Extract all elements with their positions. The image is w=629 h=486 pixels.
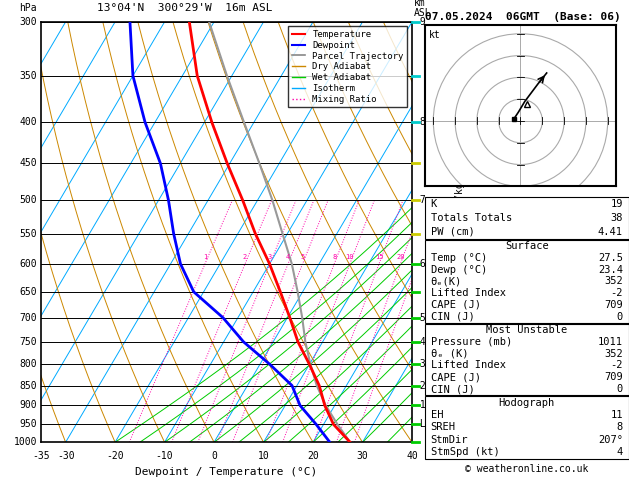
Text: 19: 19 [610, 199, 623, 209]
Text: SREH: SREH [431, 422, 455, 433]
Text: 4.41: 4.41 [598, 227, 623, 237]
Text: 4: 4 [286, 254, 290, 260]
Text: -30: -30 [57, 451, 74, 461]
Text: CIN (J): CIN (J) [431, 384, 474, 394]
Text: 8: 8 [616, 422, 623, 433]
Text: 15: 15 [375, 254, 383, 260]
Text: -6: -6 [414, 259, 426, 269]
Text: 10: 10 [345, 254, 354, 260]
Text: Pressure (mb): Pressure (mb) [431, 337, 512, 347]
Text: K: K [431, 199, 437, 209]
Text: Hodograph: Hodograph [499, 398, 555, 408]
Text: 2: 2 [243, 254, 247, 260]
Text: StmDir: StmDir [431, 435, 468, 445]
Text: 5: 5 [301, 254, 304, 260]
Text: 40: 40 [406, 451, 418, 461]
Text: 709: 709 [604, 372, 623, 382]
Text: Surface: Surface [505, 241, 548, 251]
Text: 450: 450 [19, 158, 37, 169]
Text: hPa: hPa [19, 3, 37, 14]
Text: -8: -8 [414, 117, 426, 127]
Text: 400: 400 [19, 117, 37, 127]
Text: 27.5: 27.5 [598, 253, 623, 263]
Text: 07.05.2024  06GMT  (Base: 06): 07.05.2024 06GMT (Base: 06) [425, 12, 620, 22]
Text: 750: 750 [19, 337, 37, 347]
Text: 550: 550 [19, 228, 37, 239]
Text: StmSpd (kt): StmSpd (kt) [431, 447, 499, 457]
Text: 700: 700 [19, 312, 37, 323]
Text: 8: 8 [332, 254, 337, 260]
Text: 500: 500 [19, 195, 37, 205]
Text: 1: 1 [203, 254, 207, 260]
Text: -5: -5 [414, 312, 426, 323]
Text: 23.4: 23.4 [598, 265, 623, 275]
Text: -2: -2 [610, 361, 623, 370]
Text: 800: 800 [19, 359, 37, 369]
Text: -1: -1 [414, 400, 426, 411]
Text: 300: 300 [19, 17, 37, 27]
Text: Mixing Ratio (g/kg): Mixing Ratio (g/kg) [455, 176, 465, 288]
Text: 1011: 1011 [598, 337, 623, 347]
Text: Lifted Index: Lifted Index [431, 288, 506, 298]
Text: 207°: 207° [598, 435, 623, 445]
Legend: Temperature, Dewpoint, Parcel Trajectory, Dry Adiabat, Wet Adiabat, Isotherm, Mi: Temperature, Dewpoint, Parcel Trajectory… [288, 26, 408, 107]
Text: -9: -9 [414, 17, 426, 27]
Text: 20: 20 [396, 254, 404, 260]
Bar [425, 324, 629, 395]
Text: 0: 0 [616, 312, 623, 322]
Text: 0: 0 [211, 451, 217, 461]
Text: Most Unstable: Most Unstable [486, 325, 567, 335]
Text: PW (cm): PW (cm) [431, 227, 474, 237]
Text: CAPE (J): CAPE (J) [431, 300, 481, 310]
Text: -2: -2 [610, 288, 623, 298]
Text: -LCL: -LCL [414, 419, 437, 429]
Text: CIN (J): CIN (J) [431, 312, 474, 322]
Text: 950: 950 [19, 419, 37, 429]
Text: © weatheronline.co.uk: © weatheronline.co.uk [465, 464, 589, 474]
Text: 20: 20 [307, 451, 319, 461]
Text: -35: -35 [32, 451, 50, 461]
Text: -7: -7 [414, 195, 426, 205]
Text: -3: -3 [414, 359, 426, 369]
Text: 709: 709 [604, 300, 623, 310]
Text: 600: 600 [19, 259, 37, 269]
Text: 10: 10 [258, 451, 269, 461]
Text: 352: 352 [604, 348, 623, 359]
Bar [425, 397, 629, 458]
Text: 38: 38 [610, 213, 623, 223]
Text: Dewpoint / Temperature (°C): Dewpoint / Temperature (°C) [135, 468, 318, 477]
Text: Dewp (°C): Dewp (°C) [431, 265, 487, 275]
Text: 0: 0 [616, 384, 623, 394]
Text: θₑ (K): θₑ (K) [431, 348, 468, 359]
Text: 4: 4 [616, 447, 623, 457]
Text: θₑ(K): θₑ(K) [431, 277, 462, 286]
Text: 850: 850 [19, 381, 37, 391]
Text: CAPE (J): CAPE (J) [431, 372, 481, 382]
Text: Lifted Index: Lifted Index [431, 361, 506, 370]
Text: -10: -10 [156, 451, 174, 461]
Text: 30: 30 [357, 451, 369, 461]
Text: 13°04'N  300°29'W  16m ASL: 13°04'N 300°29'W 16m ASL [97, 3, 272, 14]
Text: -20: -20 [106, 451, 124, 461]
Text: Temp (°C): Temp (°C) [431, 253, 487, 263]
Text: -4: -4 [414, 337, 426, 347]
Text: 900: 900 [19, 400, 37, 411]
Text: 650: 650 [19, 287, 37, 297]
Text: 1000: 1000 [14, 437, 37, 447]
Text: 352: 352 [604, 277, 623, 286]
Text: 350: 350 [19, 70, 37, 81]
Text: km
ASL: km ASL [414, 0, 431, 17]
Text: 11: 11 [610, 410, 623, 420]
Text: 3: 3 [268, 254, 272, 260]
Text: -2: -2 [414, 381, 426, 391]
Bar [425, 197, 629, 239]
Text: EH: EH [431, 410, 443, 420]
Text: kt: kt [428, 30, 440, 40]
Text: Totals Totals: Totals Totals [431, 213, 512, 223]
Bar [425, 240, 629, 323]
